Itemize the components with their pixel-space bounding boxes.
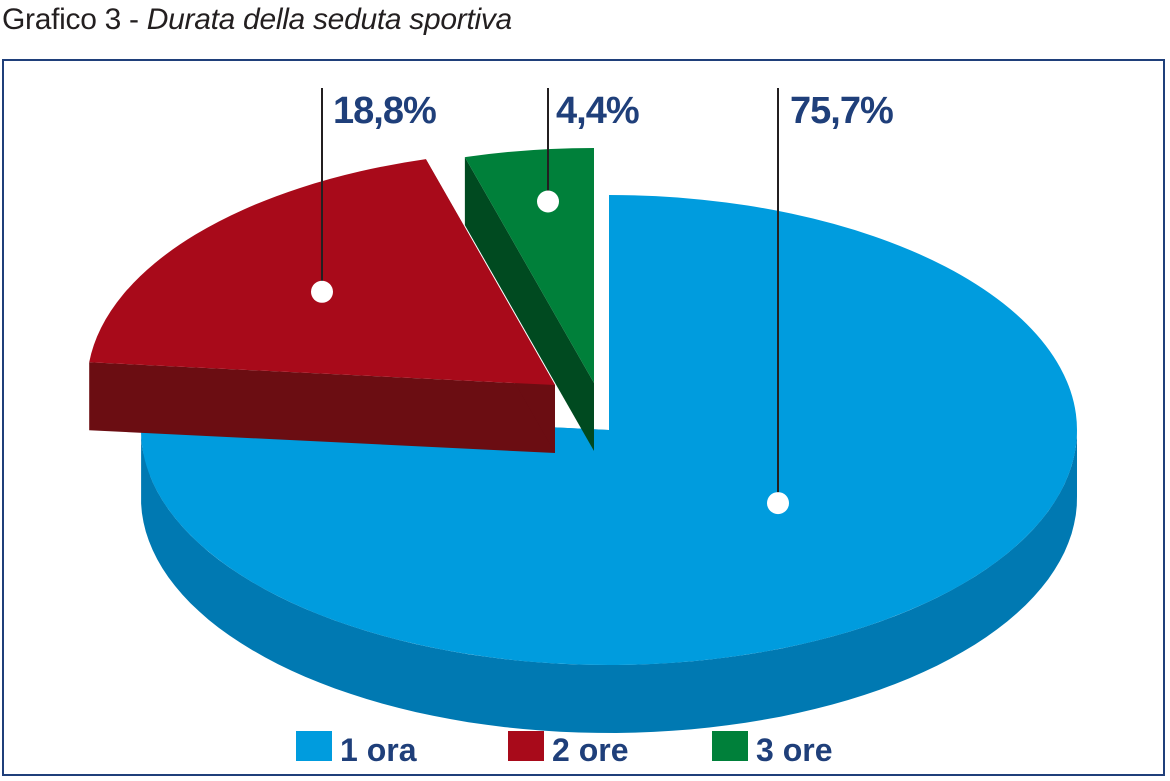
chart-title-subtitle: Durata della seduta sportiva bbox=[146, 3, 512, 36]
slice-side-wall bbox=[141, 426, 1078, 733]
slice-cut-face bbox=[464, 157, 594, 451]
slice-dot bbox=[311, 280, 333, 303]
legend-swatch bbox=[508, 731, 544, 761]
value-label: 18,8% bbox=[333, 90, 436, 132]
chart-title: Grafico 3 - Durata della seduta sportiva bbox=[2, 2, 512, 38]
slice-dot bbox=[767, 492, 789, 515]
pie-slice-2 bbox=[89, 159, 556, 453]
slice-top bbox=[140, 195, 1077, 665]
chart-title-prefix: Grafico 3 bbox=[2, 3, 122, 36]
pie-slice-3 bbox=[464, 148, 594, 451]
legend-swatch bbox=[296, 731, 332, 761]
legend-item: 1 ora bbox=[296, 731, 417, 768]
legend-label: 3 ore bbox=[756, 732, 832, 768]
legend-label: 2 ore bbox=[552, 732, 628, 768]
legend-label: 1 ora bbox=[340, 732, 417, 768]
chart-title-separator: - bbox=[121, 3, 147, 36]
slice-cut-face bbox=[89, 362, 556, 453]
legend-item: 3 ore bbox=[712, 731, 832, 768]
legend-swatch bbox=[712, 731, 748, 761]
value-label: 75,7% bbox=[790, 90, 893, 132]
slice-top bbox=[464, 148, 594, 383]
slice-dot bbox=[537, 190, 559, 213]
legend-item: 2 ore bbox=[508, 731, 628, 768]
value-label: 4,4% bbox=[556, 90, 639, 132]
